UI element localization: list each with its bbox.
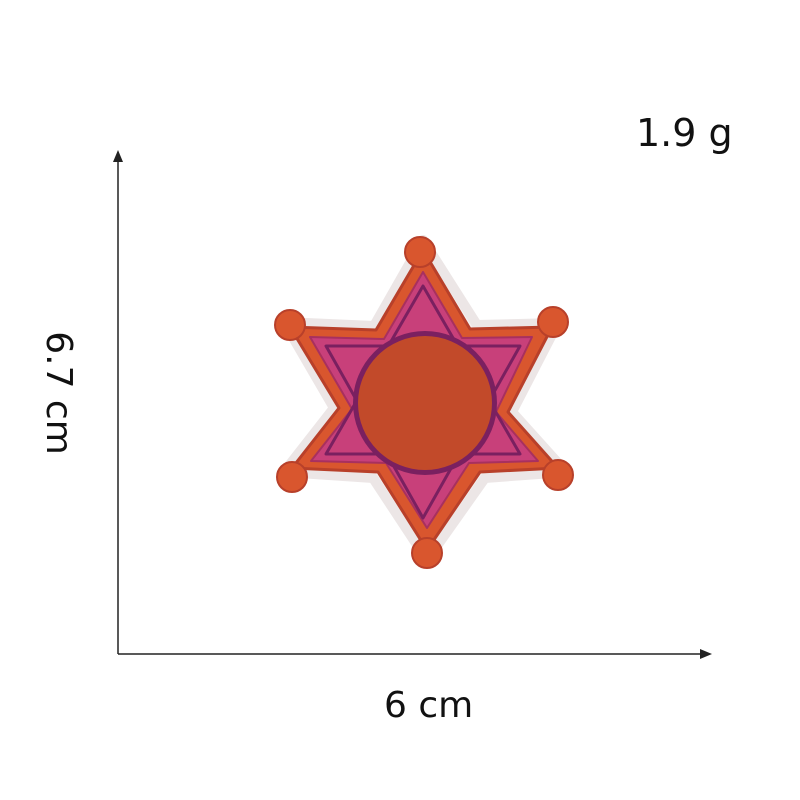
width-label: 6 cm: [384, 685, 474, 726]
horizontal-axis-arrow-icon: [700, 649, 712, 659]
star-center-disc: [353, 331, 497, 475]
height-label: 6.7 cm: [38, 331, 79, 455]
weight-label: 1.9 g: [636, 111, 733, 155]
vertical-axis-arrow-icon: [113, 150, 123, 162]
star-tip-balls: [274, 236, 574, 569]
